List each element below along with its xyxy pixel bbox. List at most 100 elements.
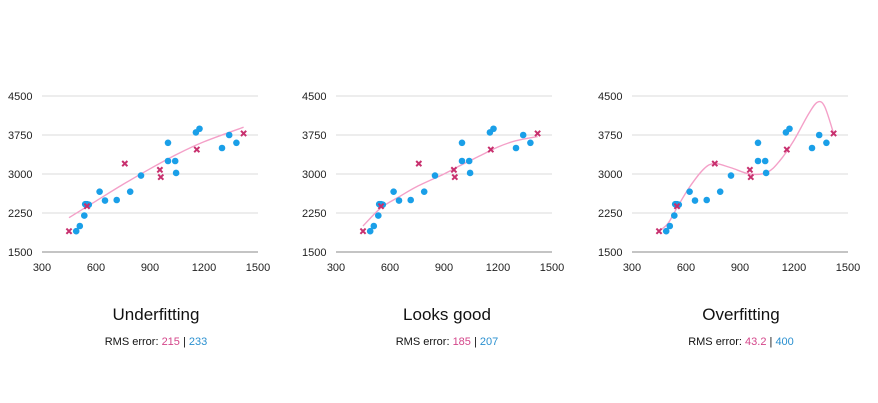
training-point xyxy=(762,169,770,177)
rms-separator: | xyxy=(179,336,189,348)
chart-title: Overfitting xyxy=(702,305,780,324)
rms-test-value: 185 xyxy=(452,336,471,348)
y-tick-label: 3000 xyxy=(302,169,326,181)
fit-curve xyxy=(68,126,244,219)
fit-curve xyxy=(362,135,538,227)
y-tick-label: 3750 xyxy=(598,130,622,142)
rms-separator: | xyxy=(766,336,776,348)
rms-label: RMS error: xyxy=(395,336,453,348)
training-point xyxy=(225,131,233,139)
training-point xyxy=(171,157,179,165)
training-point xyxy=(519,131,527,139)
y-tick-label: 1500 xyxy=(598,247,622,259)
test-point-x xyxy=(655,227,663,235)
x-tick-label: 1500 xyxy=(540,262,564,274)
test-point-x xyxy=(487,146,495,153)
x-tick-label: 300 xyxy=(623,262,641,274)
training-point xyxy=(761,157,769,165)
test-point-x xyxy=(747,173,755,181)
test-point-x xyxy=(830,130,837,137)
training-point xyxy=(662,227,670,235)
training-point xyxy=(218,144,226,152)
training-point xyxy=(366,227,374,235)
training-point xyxy=(458,139,466,147)
y-tick-label: 4500 xyxy=(598,91,622,103)
training-point xyxy=(465,157,473,165)
training-point xyxy=(375,212,382,219)
chart-panel-1: 1500 2250 3000 3750 4500 300 600 900 1200 1500 xyxy=(8,91,270,274)
test-point-x xyxy=(157,173,165,181)
chart-panel-2: 1500 2250 3000 3750 4500 300 600 900 1200 1500 xyxy=(302,91,564,274)
y-tick-label: 4500 xyxy=(302,91,326,103)
training-point xyxy=(233,139,240,147)
y-tick-label: 1500 xyxy=(302,247,326,259)
training-point xyxy=(512,144,520,152)
training-point xyxy=(113,196,120,204)
test-point-x xyxy=(359,227,367,235)
rms-error-line: RMS error: 185 | 207 xyxy=(327,336,567,348)
training-point xyxy=(137,172,145,179)
y-tick-label: 1500 xyxy=(8,247,32,259)
training-point xyxy=(808,144,816,152)
training-point xyxy=(754,139,762,147)
rms-label: RMS error: xyxy=(688,336,746,348)
test-point-x xyxy=(83,202,91,210)
training-point xyxy=(754,157,762,165)
training-point xyxy=(96,188,103,195)
training-point xyxy=(716,188,724,195)
training-point xyxy=(164,139,172,147)
y-tick-label: 3000 xyxy=(598,169,622,181)
x-tick-label: 300 xyxy=(327,262,345,274)
training-point xyxy=(126,188,134,195)
training-point xyxy=(691,197,699,204)
training-point xyxy=(431,172,439,179)
x-tick-label: 1200 xyxy=(192,262,216,274)
test-point-x xyxy=(450,166,458,174)
x-tick-label: 1500 xyxy=(246,262,270,274)
test-point-x xyxy=(746,166,754,174)
x-tick-label: 900 xyxy=(435,262,453,274)
training-point xyxy=(686,188,693,195)
test-point-x xyxy=(711,160,719,167)
training-point xyxy=(458,157,466,165)
test-point-x xyxy=(193,146,201,153)
x-tick-label: 900 xyxy=(141,262,159,274)
training-point xyxy=(407,196,415,204)
rms-test-value: 215 xyxy=(161,336,180,348)
x-tick-label: 300 xyxy=(33,262,51,274)
training-point xyxy=(466,169,474,177)
test-point-x xyxy=(156,166,164,174)
training-point xyxy=(81,212,88,219)
test-point-x xyxy=(240,130,247,137)
x-tick-label: 1200 xyxy=(782,262,806,274)
training-point xyxy=(815,131,823,139)
test-point-x xyxy=(65,227,73,235)
training-point xyxy=(72,227,80,235)
training-point xyxy=(703,196,710,204)
chart-panel-3: 1500 2250 3000 3750 4500 300 600 900 1200 1500 xyxy=(598,91,860,274)
test-point-x xyxy=(673,202,681,210)
test-point-x xyxy=(783,146,791,153)
training-point xyxy=(172,169,180,177)
training-point xyxy=(395,197,403,204)
training-point xyxy=(527,139,534,147)
x-tick-label: 1200 xyxy=(486,262,510,274)
y-tick-label: 3750 xyxy=(8,130,32,142)
training-point xyxy=(164,157,172,165)
test-point-x xyxy=(451,173,459,181)
rms-train-value: 400 xyxy=(775,336,794,348)
training-point xyxy=(786,125,793,133)
y-tick-label: 2250 xyxy=(8,208,32,220)
x-tick-label: 600 xyxy=(677,262,695,274)
y-tick-label: 2250 xyxy=(598,208,622,220)
training-point xyxy=(671,212,678,219)
rms-test-value: 43.2 xyxy=(745,336,767,348)
chart-title: Underfitting xyxy=(112,305,200,324)
training-point xyxy=(823,139,830,147)
rms-train-value: 233 xyxy=(188,336,208,348)
test-point-x xyxy=(377,202,385,210)
rms-separator: | xyxy=(470,336,480,348)
training-point xyxy=(196,125,203,133)
y-tick-label: 3750 xyxy=(302,130,326,142)
